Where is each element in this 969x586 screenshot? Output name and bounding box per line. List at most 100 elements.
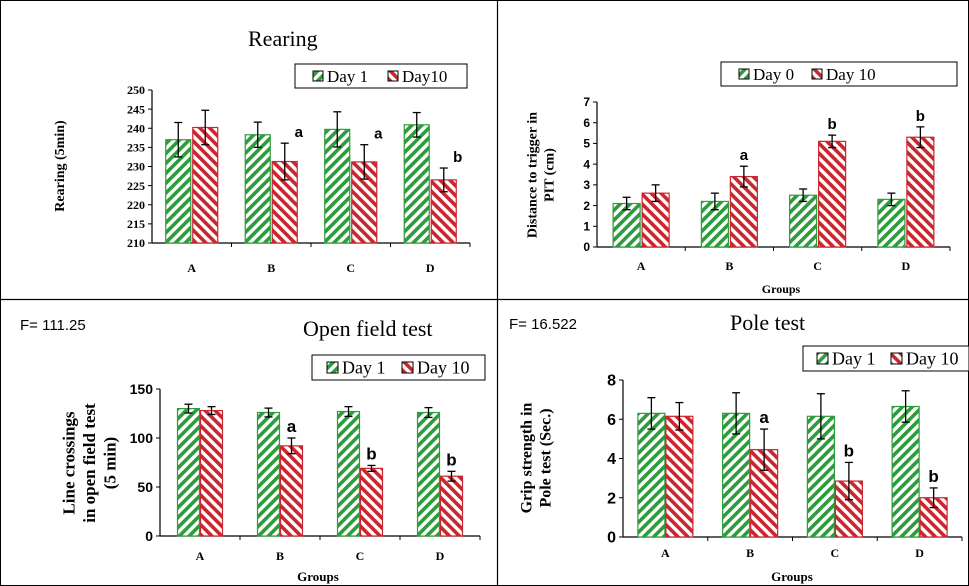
bar-second-D (906, 136, 935, 248)
bar-first-A (637, 412, 666, 538)
x-category-label: A (187, 261, 196, 275)
significance-letter: a (295, 124, 304, 141)
y-tick-label: 4 (607, 451, 616, 468)
bar-second-C (359, 467, 384, 537)
y-tick-label: 4 (583, 157, 590, 171)
x-category-label: C (356, 549, 365, 563)
chart-1: Rearing 210 215 220 225 230 235 240 245 250 A Ba Ca D… (53, 26, 471, 275)
legend-box (294, 63, 468, 89)
legend-label: Day 10 (826, 65, 876, 84)
x-category-label: A (196, 549, 205, 563)
x-category-label: B (267, 261, 275, 275)
bar-first-D (891, 405, 920, 538)
x-category-label: D (426, 261, 435, 275)
legend: Day 1 Day10 (294, 63, 468, 89)
legend-label: Day10 (402, 67, 447, 86)
bar-first-C (336, 410, 361, 537)
x-category-label: A (637, 259, 646, 273)
significance-letter: a (287, 417, 297, 436)
y-tick-label: 150 (130, 381, 154, 397)
legend-box (720, 61, 958, 87)
legend-swatch (326, 361, 339, 374)
x-category-label: D (436, 549, 445, 563)
legend-label: Day 0 (753, 65, 794, 84)
chart-3: Open field test F= 111.25 0 50 100 150 A Ba Cb Db… (20, 316, 486, 584)
significance-letter: b (366, 444, 376, 463)
legend-label: Day 1 (342, 358, 386, 378)
x-category-label: B (276, 549, 284, 563)
y-tick-label: 250 (127, 83, 145, 97)
bar-second-B (279, 445, 304, 537)
chart-2: 0 1 2 3 4 5 6 7 A Ba Cb Db Groups Distance to trigger… (526, 61, 958, 296)
bar-second-B (729, 175, 758, 248)
y-tick-label: 215 (127, 217, 145, 231)
y-tick-label: 1 (583, 219, 590, 233)
significance-letter: a (740, 147, 749, 164)
bar-first-B (244, 134, 271, 244)
y-tick-label: 7 (583, 95, 590, 109)
significance-letter: b (453, 149, 462, 166)
legend-box (802, 345, 969, 372)
x-axis-label: Groups (771, 569, 813, 584)
y-tick-label: 2 (583, 199, 590, 213)
y-tick-label: 0 (145, 528, 153, 544)
legend-label: Day 10 (906, 349, 959, 369)
significance-letter: a (759, 408, 769, 427)
legend-label: Day 1 (832, 349, 876, 369)
bar-second-D (439, 475, 464, 537)
y-axis-label-line: Distance to trigger in (526, 112, 541, 238)
chart-4: Pole test F= 16.522 0 2 4 6 8 A Ba Cb Db Groups Grip… (509, 310, 969, 584)
bar-first-D (877, 198, 906, 248)
y-tick-label: 235 (127, 141, 145, 155)
legend-swatch (738, 68, 750, 80)
x-category-label: B (725, 259, 733, 273)
x-axis-label: Groups (762, 282, 801, 296)
y-tick-label: 210 (127, 236, 145, 250)
x-category-label: D (915, 546, 924, 560)
y-tick-label: 2 (607, 490, 616, 507)
legend-swatch (811, 68, 823, 80)
significance-letter: b (446, 450, 456, 469)
legend-swatch (816, 352, 829, 365)
legend-label: Day 1 (327, 67, 368, 86)
y-tick-label: 3 (583, 178, 590, 192)
legend-swatch (312, 70, 324, 82)
f-statistic: F= 111.25 (20, 317, 86, 334)
y-axis-label-line: Line crossings (60, 411, 79, 515)
y-axis-label-line: (5 min) (100, 437, 119, 489)
bar-first-C (324, 128, 351, 244)
significance-letter: b (916, 108, 925, 125)
significance-letter: b (928, 467, 938, 486)
y-axis-label-line: PIT (cm) (542, 148, 557, 202)
y-tick-label: 0 (583, 240, 590, 254)
legend-swatch (401, 361, 414, 374)
bar-first-B (256, 411, 281, 537)
legend-swatch (387, 70, 399, 82)
y-axis-label-line: Pole test (Sec.) (538, 408, 555, 507)
y-tick-label: 245 (127, 102, 145, 116)
x-category-label: D (902, 259, 911, 273)
x-category-label: C (813, 259, 822, 273)
y-axis-label-line: Grip strength in (518, 402, 535, 513)
significance-letter: b (828, 116, 837, 133)
y-axis-label-line: in open field test (80, 403, 99, 523)
bar-second-C (818, 140, 847, 248)
x-category-label: A (661, 546, 670, 560)
y-tick-label: 100 (130, 430, 154, 446)
chart-title: Rearing (248, 26, 318, 51)
legend-label: Day 10 (417, 358, 470, 378)
y-tick-label: 225 (127, 179, 145, 193)
legend: Day 1 Day 10 (311, 354, 486, 381)
y-tick-label: 220 (127, 198, 145, 212)
x-category-label: C (831, 546, 840, 560)
bar-second-A (199, 409, 224, 537)
bar-first-D (403, 124, 430, 244)
chart-title: Open field test (303, 316, 433, 341)
y-tick-label: 240 (127, 121, 145, 135)
legend: Day 1 Day 10 (802, 345, 969, 372)
legend-box (311, 354, 486, 381)
f-statistic: F= 16.522 (509, 316, 577, 333)
x-category-label: C (346, 261, 355, 275)
